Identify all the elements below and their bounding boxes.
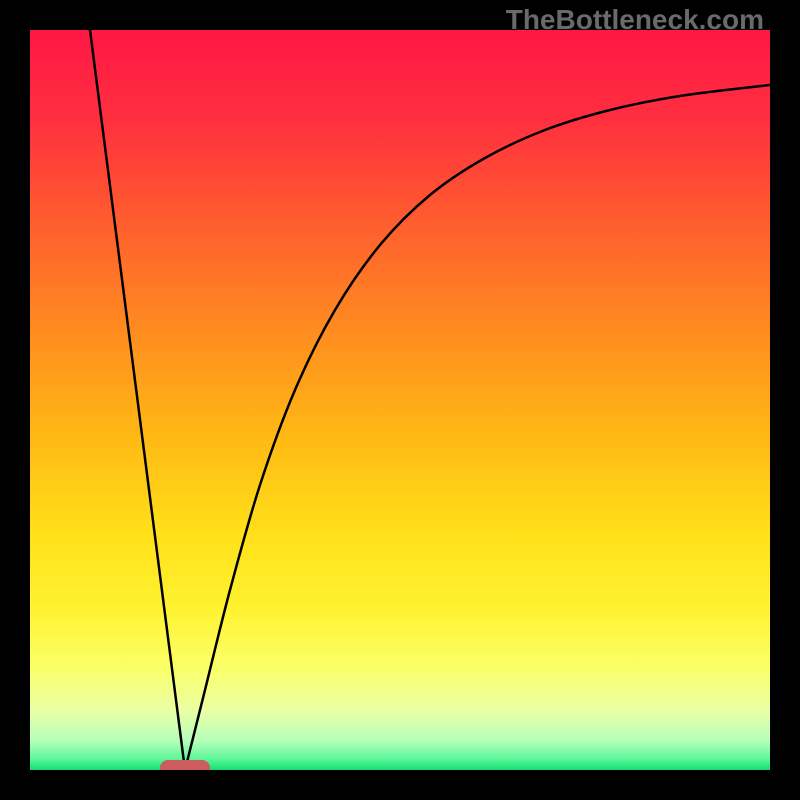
bottleneck-curve [30, 30, 770, 770]
plot-area [30, 30, 770, 770]
minimum-marker [160, 760, 210, 770]
bottleneck-chart: TheBottleneck.com [0, 0, 800, 800]
watermark-text: TheBottleneck.com [506, 4, 764, 36]
